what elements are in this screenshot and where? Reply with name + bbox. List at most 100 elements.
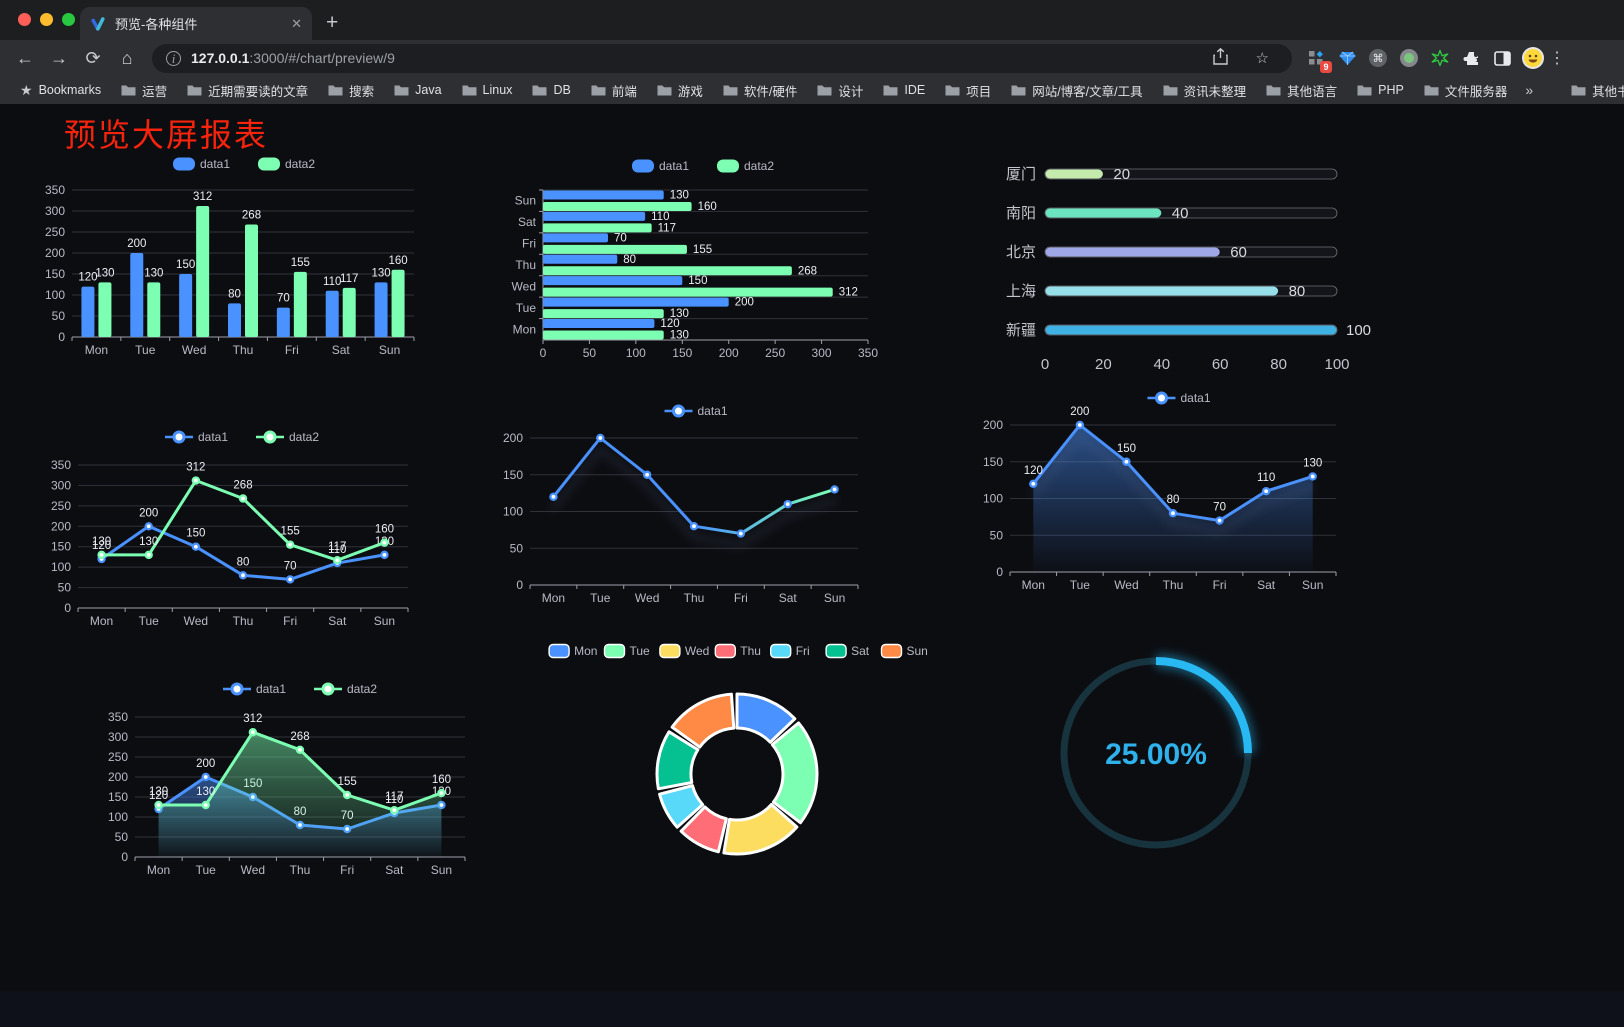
command-circle-icon[interactable]: ⌘ <box>1366 46 1390 70</box>
bookmark-folder[interactable]: DB <box>524 80 578 100</box>
bookmark-folder[interactable]: 软件/硬件 <box>715 78 805 103</box>
svg-text:40: 40 <box>1153 356 1170 373</box>
folder-icon <box>187 85 202 96</box>
bookmark-folder[interactable]: 资讯未整理 <box>1155 78 1255 103</box>
share-icon[interactable] <box>1204 47 1237 69</box>
bookmark-folder[interactable]: 项目 <box>937 78 999 103</box>
bookmark-folder[interactable]: 网站/博客/文章/工具 <box>1003 78 1150 103</box>
svg-text:Mon: Mon <box>513 322 536 336</box>
bookmark-folder[interactable]: 运营 <box>113 78 175 103</box>
svg-text:Thu: Thu <box>233 614 254 628</box>
bookmark-folder[interactable]: 游戏 <box>649 78 711 103</box>
dashboard-page: 预览大屏报表 0 50 100 150 200 250 300 350 Mon Tue Wed Thu… <box>0 104 1624 1027</box>
chart-week-donut: Mon Tue Wed Thu Fri Sat Sun <box>548 634 928 868</box>
svg-text:Tue: Tue <box>196 863 217 877</box>
window-zoom-button[interactable] <box>62 13 75 26</box>
site-info-icon[interactable]: i <box>166 50 181 66</box>
svg-text:data2: data2 <box>285 157 315 171</box>
bookmark-folder[interactable]: Linux <box>454 80 521 100</box>
back-icon[interactable]: ← <box>16 47 34 68</box>
bookmark-folders: 运营 近期需要读的文章 搜索 Java Linux DB 前端 游戏 软件/硬件 设计 IDE 项目网… <box>113 78 1515 103</box>
new-tab-button[interactable]: + <box>326 11 339 34</box>
bookmark-folder[interactable]: IDE <box>875 80 933 100</box>
svg-text:200: 200 <box>51 519 71 533</box>
home-icon[interactable]: ⌂ <box>121 47 133 68</box>
green-star-icon[interactable] <box>1428 46 1452 70</box>
reload-icon[interactable]: ⟳ <box>85 47 101 68</box>
split-window-icon[interactable] <box>1490 46 1514 70</box>
svg-text:Thu: Thu <box>1163 578 1184 592</box>
svg-text:Wed: Wed <box>635 591 659 605</box>
svg-text:130: 130 <box>92 536 111 548</box>
svg-text:40: 40 <box>1172 205 1189 222</box>
bookmark-folder[interactable]: PHP <box>1349 80 1412 100</box>
avatar-emoji[interactable] <box>1521 46 1545 70</box>
forward-icon[interactable]: → <box>50 47 68 68</box>
url-text[interactable]: 127.0.0.1:3000/#/chart/preview/9 <box>191 50 395 66</box>
ring-progress-canvas: 25.00% <box>1060 654 1255 849</box>
svg-text:data2: data2 <box>744 159 774 173</box>
svg-text:Tue: Tue <box>1070 578 1091 592</box>
svg-text:Sat: Sat <box>518 215 537 229</box>
chart-dual-line: 0 50 100 150 200 250 300 350 Mon Tue Wed Thu Fri Sat S… <box>38 420 450 638</box>
svg-text:50: 50 <box>583 346 597 360</box>
bookmark-folder[interactable]: Java <box>386 80 449 100</box>
chart-city-progress: 厦门 20 南阳 40 北京 60 上海 80 新疆 100 0 20 40 60 80 100 <box>980 152 1380 384</box>
svg-text:50: 50 <box>52 309 66 323</box>
svg-text:Mon: Mon <box>90 614 113 628</box>
svg-text:100: 100 <box>1346 322 1371 339</box>
folder-icon <box>883 85 898 96</box>
other-bookmarks[interactable]: 其他书签 <box>1563 78 1624 103</box>
svg-text:110: 110 <box>1257 472 1275 484</box>
svg-text:新疆: 新疆 <box>1006 322 1036 339</box>
svg-text:data1: data1 <box>200 157 230 171</box>
svg-text:300: 300 <box>812 346 832 360</box>
window-controls <box>18 13 75 26</box>
bookmark-folder[interactable]: 前端 <box>583 78 645 103</box>
puzzle-icon[interactable] <box>1459 46 1483 70</box>
browser-menu-icon[interactable]: ⋮ <box>1549 50 1565 67</box>
bookmark-folder[interactable]: 其他语言 <box>1258 78 1345 103</box>
window-close-button[interactable] <box>18 13 31 26</box>
svg-text:data1: data1 <box>698 404 728 418</box>
bookmark-star-icon[interactable]: ☆ <box>1255 50 1269 67</box>
svg-text:155: 155 <box>291 257 310 269</box>
bookmark-folder[interactable]: 近期需要读的文章 <box>179 78 316 103</box>
chart-horizontal-bar: 0 50 100 150 200 250 300 350 Mon 120 130 Tue 200 130 W… <box>500 150 900 365</box>
svg-text:70: 70 <box>1213 502 1226 514</box>
svg-text:厦门: 厦门 <box>1006 166 1036 183</box>
svg-text:100: 100 <box>51 560 71 574</box>
extension-grid-icon[interactable]: 9 <box>1304 46 1332 73</box>
bookmarks-root[interactable]: ★ Bookmarks <box>20 81 102 98</box>
bookmarks-overflow-chevron[interactable]: » <box>1525 82 1534 98</box>
svg-text:Wed: Wed <box>685 644 709 658</box>
svg-text:300: 300 <box>108 730 128 744</box>
svg-text:200: 200 <box>1070 406 1089 418</box>
svg-text:110: 110 <box>328 544 346 556</box>
record-circle-icon[interactable] <box>1397 46 1421 70</box>
window-minimize-button[interactable] <box>40 13 53 26</box>
svg-text:350: 350 <box>45 183 65 197</box>
svg-text:130: 130 <box>95 267 114 279</box>
svg-text:⌘: ⌘ <box>1373 53 1384 65</box>
svg-text:160: 160 <box>432 774 451 786</box>
svg-text:80: 80 <box>1289 283 1306 300</box>
address-bar[interactable]: i 127.0.0.1:3000/#/chart/preview/9 ☆ <box>152 43 1292 73</box>
svg-text:150: 150 <box>983 455 1003 469</box>
bookmark-folder[interactable]: 搜索 <box>320 78 382 103</box>
svg-text:Fri: Fri <box>283 614 297 628</box>
svg-text:Sat: Sat <box>328 614 347 628</box>
bookmark-folder[interactable]: 设计 <box>809 78 871 103</box>
gem-icon[interactable] <box>1335 46 1359 70</box>
tab-close-icon[interactable]: ✕ <box>291 15 302 31</box>
svg-text:250: 250 <box>45 225 65 239</box>
svg-text:200: 200 <box>196 758 215 770</box>
folder-icon <box>1266 85 1281 96</box>
svg-text:Mon: Mon <box>85 343 108 357</box>
svg-text:0: 0 <box>121 850 128 864</box>
city-progress-canvas: 厦门 20 南阳 40 北京 60 上海 80 新疆 100 0 20 40 60 80 100 <box>1006 166 1371 373</box>
browser-tab[interactable]: 预览-各种组件 ✕ <box>80 7 312 40</box>
dual-line-canvas: 0 50 100 150 200 250 300 350 Mon Tue Wed Thu Fri Sat S… <box>51 430 409 628</box>
svg-text:Sun: Sun <box>515 194 536 208</box>
bookmark-folder[interactable]: 文件服务器 <box>1416 78 1516 103</box>
